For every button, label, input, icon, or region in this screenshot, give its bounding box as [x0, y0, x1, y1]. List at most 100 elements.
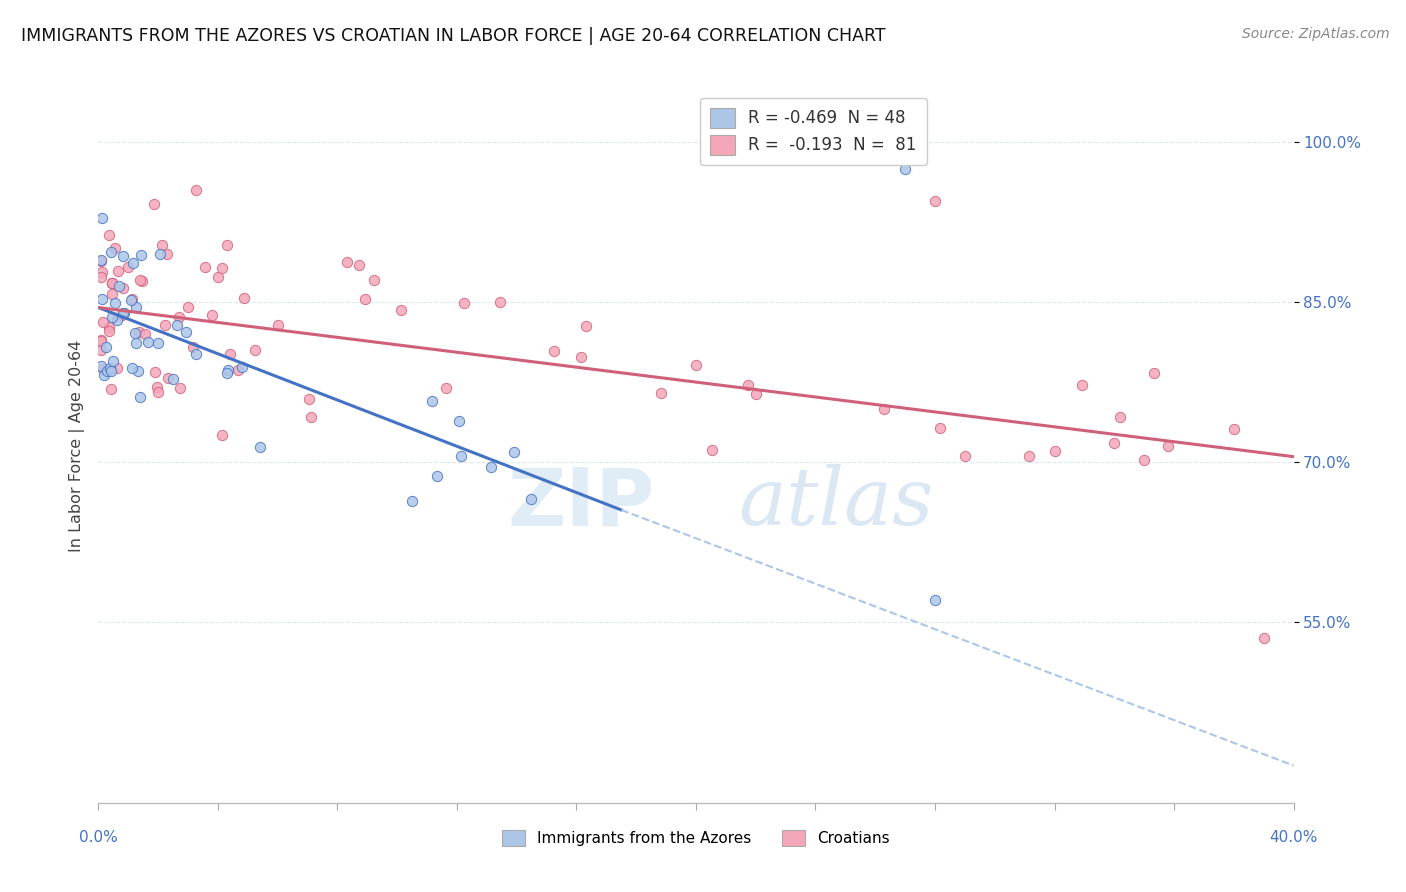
- Point: [104, 241, 127, 255]
- Point: [1157, 439, 1180, 453]
- Point: [166, 318, 188, 332]
- Point: [129, 248, 152, 262]
- Point: [201, 309, 224, 323]
- Point: [150, 238, 173, 252]
- Point: [112, 306, 135, 320]
- Point: [1223, 422, 1246, 436]
- Point: [94, 339, 117, 353]
- Point: [90, 264, 112, 278]
- Point: [101, 276, 124, 290]
- Point: [453, 296, 475, 310]
- Point: [894, 162, 917, 177]
- Point: [111, 249, 134, 263]
- Point: [129, 390, 152, 404]
- Point: [232, 291, 254, 305]
- Point: [194, 260, 217, 274]
- Point: [91, 292, 114, 306]
- Point: [449, 414, 471, 428]
- Point: [90, 334, 112, 348]
- Point: [105, 360, 128, 375]
- Point: [90, 254, 112, 268]
- Point: [503, 444, 526, 458]
- Point: [129, 273, 152, 287]
- Point: [103, 353, 125, 368]
- Point: [520, 491, 543, 506]
- Point: [422, 393, 444, 408]
- Point: [117, 260, 139, 274]
- Point: [298, 392, 321, 406]
- Point: [91, 211, 114, 226]
- Point: [127, 364, 149, 378]
- Point: [107, 278, 129, 293]
- Point: [1043, 443, 1066, 458]
- Point: [924, 194, 946, 208]
- Point: [121, 361, 143, 376]
- Text: ZIP: ZIP: [508, 464, 654, 542]
- Point: [90, 359, 112, 373]
- Point: [90, 333, 112, 347]
- Point: [434, 381, 457, 395]
- Point: [101, 287, 124, 301]
- Point: [650, 386, 672, 401]
- Point: [143, 366, 166, 380]
- Point: [217, 366, 239, 380]
- Point: [101, 276, 124, 290]
- Point: [146, 335, 169, 350]
- Point: [401, 493, 423, 508]
- Point: [215, 238, 238, 252]
- Point: [569, 350, 592, 364]
- Point: [134, 327, 156, 342]
- Point: [112, 306, 135, 320]
- Point: [148, 247, 170, 261]
- Point: [1102, 435, 1125, 450]
- Point: [131, 274, 153, 288]
- Text: 40.0%: 40.0%: [1270, 830, 1317, 845]
- Point: [153, 318, 176, 332]
- Point: [299, 409, 322, 424]
- Point: [702, 442, 724, 457]
- Point: [924, 593, 946, 607]
- Point: [219, 347, 242, 361]
- Point: [737, 377, 759, 392]
- Point: [226, 363, 249, 377]
- Point: [112, 281, 135, 295]
- Point: [184, 183, 207, 197]
- Point: [575, 318, 598, 333]
- Point: [347, 258, 370, 272]
- Point: [217, 363, 239, 377]
- Point: [181, 340, 204, 354]
- Point: [207, 269, 229, 284]
- Point: [266, 318, 288, 332]
- Point: [1143, 366, 1166, 380]
- Point: [1108, 409, 1130, 424]
- Point: [107, 263, 129, 277]
- Text: 0.0%: 0.0%: [79, 830, 118, 845]
- Point: [91, 361, 114, 376]
- Point: [745, 386, 768, 401]
- Point: [90, 270, 112, 285]
- Point: [105, 313, 128, 327]
- Point: [156, 247, 179, 261]
- Point: [122, 256, 145, 270]
- Point: [873, 401, 896, 416]
- Point: [249, 440, 271, 454]
- Point: [100, 244, 122, 259]
- Point: [146, 384, 169, 399]
- Point: [481, 460, 503, 475]
- Point: [145, 380, 167, 394]
- Point: [186, 347, 208, 361]
- Point: [243, 343, 266, 358]
- Point: [176, 300, 198, 314]
- Point: [90, 343, 112, 357]
- Point: [104, 296, 127, 310]
- Point: [543, 344, 565, 359]
- Point: [124, 326, 146, 340]
- Point: [929, 421, 952, 435]
- Point: [91, 314, 114, 328]
- Point: [98, 324, 121, 338]
- Point: [98, 227, 121, 242]
- Point: [120, 293, 142, 307]
- Point: [363, 273, 385, 287]
- Point: [231, 360, 253, 375]
- Point: [101, 310, 124, 324]
